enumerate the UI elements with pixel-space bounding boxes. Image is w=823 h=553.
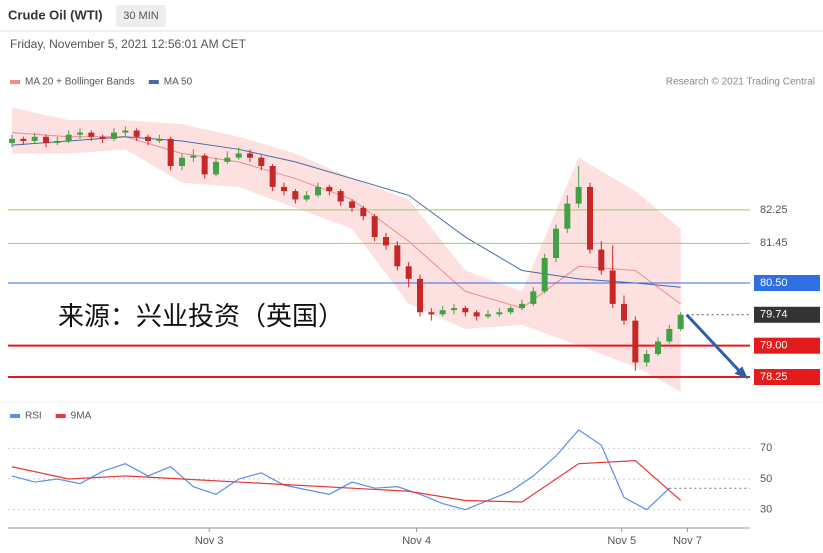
- bollinger-band: [12, 107, 681, 392]
- candle-body: [179, 157, 185, 167]
- level-label: 79.74: [760, 309, 788, 321]
- legend-swatch: [10, 414, 20, 418]
- candle-body: [451, 308, 457, 311]
- chart-title: Crude Oil (WTI): [8, 7, 103, 22]
- candle-body: [553, 228, 559, 258]
- candle-body: [326, 186, 333, 192]
- candle-body: [122, 130, 129, 133]
- candle-body: [9, 138, 15, 144]
- level-label: 81.45: [760, 237, 788, 249]
- candle-body: [564, 203, 571, 229]
- legend-swatch: [55, 414, 66, 418]
- candle-body: [224, 157, 231, 162]
- y-tick-label: 30: [760, 504, 772, 516]
- forecast-arrowhead: [734, 366, 748, 380]
- plot: MA 20 + Bollinger Bands MA 50 82.25 81.45 80…: [8, 77, 820, 547]
- legend-swatch: [148, 80, 159, 84]
- candle-body: [609, 270, 616, 304]
- candle-body: [666, 328, 673, 342]
- candle-body: [428, 312, 435, 315]
- watermark: 来源：兴业投资（英国）: [58, 301, 344, 331]
- candle-body: [417, 278, 423, 313]
- credit: Research © 2021 Trading Central: [666, 77, 815, 88]
- candle-body: [20, 138, 27, 141]
- y-tick-label: 70: [760, 442, 772, 454]
- candle-body: [541, 257, 548, 292]
- candle-body: [405, 266, 412, 279]
- level-label-box: [754, 337, 820, 354]
- candle-body: [156, 138, 163, 141]
- candle-body: [190, 155, 197, 158]
- candle-body: [371, 216, 378, 238]
- candle-body: [394, 245, 401, 267]
- candle-body: [462, 308, 469, 313]
- candle-body: [587, 186, 593, 250]
- candle-body: [439, 310, 446, 315]
- ma-line: [11, 136, 681, 288]
- candle-body: [31, 136, 38, 141]
- candle-body: [133, 130, 140, 137]
- candle-body: [235, 153, 242, 158]
- candle-body: [43, 136, 49, 144]
- candle-body: [643, 354, 650, 363]
- candle-body: [598, 249, 605, 271]
- candle-body: [303, 195, 310, 200]
- timeframe: 30 MIN: [123, 10, 159, 22]
- candle-body: [258, 157, 265, 167]
- candle-body: [496, 312, 503, 315]
- candle-body: [530, 291, 537, 304]
- candle-body: [315, 186, 321, 196]
- candle-body: [77, 132, 83, 135]
- candle-body: [360, 207, 367, 217]
- candle-body: [485, 314, 491, 317]
- x-tick-label: Nov 7: [673, 535, 702, 547]
- indicator-line: [11, 429, 670, 511]
- candle-body: [655, 341, 661, 355]
- legend-label: MA 50: [164, 77, 193, 88]
- candle-body: [88, 132, 95, 137]
- legend-label: 9MA: [71, 411, 92, 422]
- level-label: 80.50: [760, 277, 788, 289]
- level-label-box: [754, 306, 820, 323]
- level-label: 78.25: [760, 371, 788, 383]
- level-label: 82.25: [760, 204, 788, 216]
- candle-body: [281, 186, 287, 192]
- candle-body: [213, 161, 219, 175]
- candle-body: [99, 136, 106, 139]
- candle-body: [167, 138, 174, 167]
- candle-body: [111, 132, 117, 139]
- y-tick-label: 50: [760, 473, 772, 485]
- candle-body: [575, 186, 582, 204]
- x-tick-label: Nov 4: [402, 535, 431, 547]
- candle-body: [632, 320, 639, 363]
- candle-body: [54, 140, 61, 144]
- candle-body: [65, 134, 72, 141]
- x-tick-label: Nov 3: [195, 535, 224, 547]
- x-tick-label: Nov 5: [607, 535, 636, 547]
- indicator-line: [11, 459, 682, 503]
- candle-body: [473, 312, 480, 317]
- candle-body: [677, 314, 684, 329]
- candle-body: [145, 136, 151, 141]
- legend-swatch: [10, 80, 20, 84]
- candle-body: [269, 166, 276, 187]
- candle-body: [349, 201, 355, 208]
- candle-body: [337, 191, 344, 202]
- level-label: 79.00: [760, 340, 788, 352]
- candle-body: [383, 237, 389, 246]
- candle-body: [507, 308, 514, 313]
- candle-body: [519, 303, 525, 309]
- legend-label: MA 20 + Bollinger Bands: [25, 77, 135, 88]
- candle-body: [621, 303, 627, 321]
- forecast-arrow: [685, 313, 747, 379]
- legend-label: RSI: [25, 411, 42, 422]
- level-label-box: [754, 369, 820, 386]
- level-label-box: [754, 275, 820, 292]
- candle-body: [247, 153, 253, 158]
- timeframe-badge: [116, 5, 166, 27]
- candle-body: [201, 155, 208, 175]
- date: Friday, November 5, 2021 12:56:01 AM CET: [10, 37, 247, 51]
- candle-body: [292, 191, 299, 200]
